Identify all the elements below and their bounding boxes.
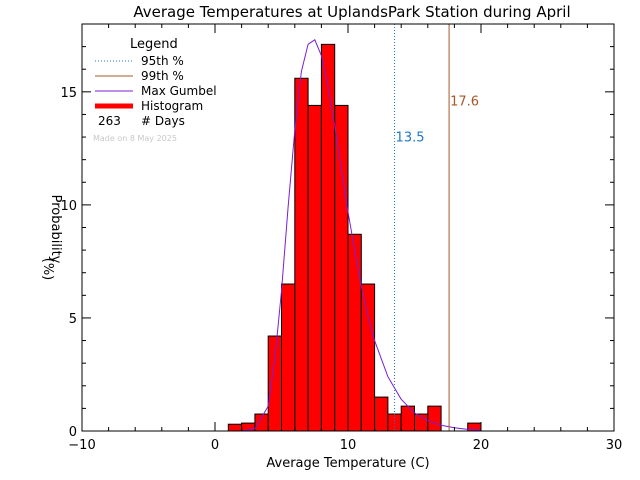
histogram-bar <box>374 396 389 432</box>
histogram-bar <box>427 405 442 432</box>
histogram-bar <box>387 413 402 432</box>
y-tick-label: 0 <box>69 425 77 440</box>
p95-label: 13.5 <box>396 131 425 146</box>
y-tick-label: 10 <box>60 199 77 214</box>
legend-label-histogram: Histogram <box>141 99 203 113</box>
gumbel-curve <box>241 39 482 432</box>
x-tick-label: 20 <box>473 438 490 453</box>
x-tick-label: 30 <box>606 438 623 453</box>
histogram-bar <box>294 77 309 432</box>
legend-label-gumbel: Max Gumbel <box>141 84 217 98</box>
y-tick-label: 15 <box>60 86 77 101</box>
histogram-bar <box>347 233 362 432</box>
legend-label-p99: 99th % <box>141 69 184 83</box>
x-tick-label: 10 <box>340 438 357 453</box>
histogram-bar <box>400 405 416 432</box>
y-tick-label: 5 <box>69 312 77 327</box>
legend-label-p95: 95th % <box>141 54 184 68</box>
histogram-bar <box>227 423 243 432</box>
histogram-bar <box>307 104 322 432</box>
gumbel-curve-layer <box>241 39 482 432</box>
histogram-bar <box>334 104 349 432</box>
chart-title: Average Temperatures at UplandsPark Stat… <box>133 3 570 21</box>
histogram-bar <box>267 335 283 432</box>
percentile-lines: 13.5 17.6 <box>394 24 479 431</box>
histogram-bar <box>281 283 296 432</box>
histogram-bar <box>320 43 336 432</box>
histogram-bars <box>227 43 482 432</box>
p99-label: 17.6 <box>450 94 479 109</box>
y-axis-label-line1: Probability <box>48 195 63 264</box>
x-axis-label: Average Temperature (C) <box>266 456 429 471</box>
legend: Legend 95th % 99th % Max Gumbel Histogra… <box>93 37 217 143</box>
y-axis-label-line2: (%) <box>40 258 55 281</box>
legend-title: Legend <box>130 37 178 52</box>
legend-days-count: 263 <box>98 114 121 128</box>
histogram-bar <box>360 283 376 432</box>
legend-days-label: # Days <box>141 114 185 128</box>
x-tick-label: 0 <box>211 438 219 453</box>
x-tick-label: −10 <box>68 438 95 453</box>
made-on-note: Made on 8 May 2025 <box>93 134 177 143</box>
